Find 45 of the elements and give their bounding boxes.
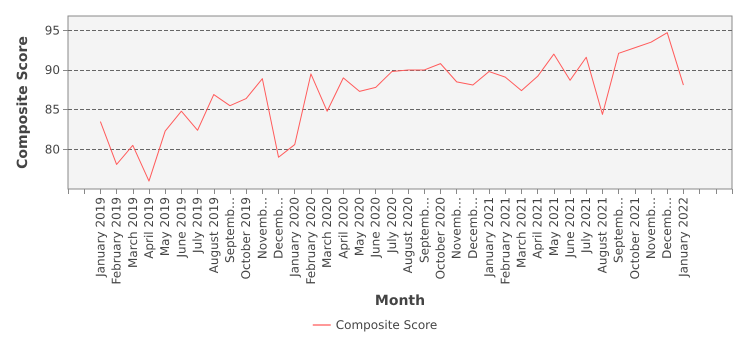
x-tick-label: July 2021 — [579, 197, 594, 254]
x-tick-label: May 2021 — [546, 197, 561, 256]
x-tick-label: June 2019 — [174, 197, 188, 258]
x-tick-label: October 2021 — [628, 197, 642, 280]
x-tick-label: January 2020 — [288, 197, 302, 278]
x-tick-label: October 2019 — [239, 197, 254, 280]
x-tick-label: July 2019 — [190, 197, 205, 254]
x-tick-label: June 2020 — [368, 197, 383, 258]
y-tick-label: 80 — [44, 142, 60, 156]
line-series — [100, 32, 684, 182]
y-tick-label: 95 — [44, 23, 60, 38]
x-axis-title: Month — [374, 293, 426, 309]
x-tick-label: March 2021 — [514, 197, 528, 268]
x-tick-label: July 2020 — [384, 197, 399, 254]
x-tick-label: Decemb… — [660, 197, 674, 259]
x-tick-label: January 2019 — [93, 197, 108, 278]
x-tick-label: August 2020 — [401, 197, 416, 274]
x-tick-label: January 2022 — [676, 197, 690, 278]
legend-label: Composite Score — [336, 318, 438, 332]
x-tick-label: February 2019 — [110, 197, 124, 285]
x-tick-label: May 2020 — [352, 197, 367, 256]
x-tick-label: Novemb… — [255, 197, 270, 260]
x-tick-label: Septemb… — [417, 197, 432, 264]
x-tick-label: Decemb… — [272, 197, 286, 259]
y-axis-title: Composite Score — [15, 36, 31, 169]
x-tick-label: June 2021 — [563, 197, 578, 258]
x-tick-label: Septemb… — [612, 197, 626, 264]
x-tick-label: October 2020 — [433, 197, 448, 280]
y-tick-label: 85 — [44, 102, 60, 117]
x-tick-label: April 2020 — [336, 197, 350, 259]
x-tick-label: January 2021 — [482, 197, 496, 278]
x-tick-label: Decemb… — [466, 197, 480, 259]
x-tick-label: Novemb… — [644, 197, 658, 260]
x-tick-label: February 2020 — [304, 197, 318, 285]
x-tick-label: Novemb… — [450, 197, 464, 260]
x-tick-label: Septemb… — [222, 197, 237, 264]
y-tick-label: 90 — [44, 62, 60, 77]
x-tick-label: April 2021 — [530, 197, 545, 259]
x-tick-label: March 2020 — [320, 197, 334, 268]
x-tick-label: May 2019 — [158, 197, 172, 256]
x-tick-label: February 2021 — [498, 197, 512, 285]
x-tick-label: August 2019 — [206, 197, 221, 274]
x-tick-label: April 2019 — [142, 197, 156, 259]
x-tick-label: March 2019 — [126, 197, 140, 268]
x-tick-label: August 2021 — [595, 197, 610, 274]
